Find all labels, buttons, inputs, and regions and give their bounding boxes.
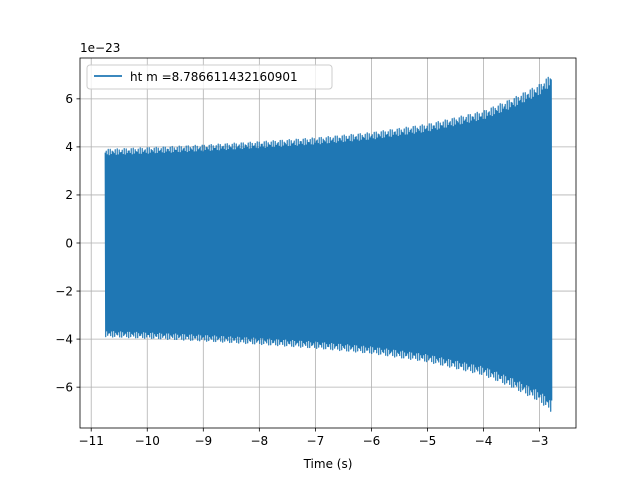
y-tick-label: 0 bbox=[65, 236, 73, 250]
x-tick-label: −9 bbox=[194, 434, 212, 448]
x-tick-label: −3 bbox=[531, 434, 549, 448]
x-tick-label: −10 bbox=[135, 434, 160, 448]
legend-entry: ht m =8.786611432160901 bbox=[130, 70, 298, 84]
x-tick-label: −8 bbox=[250, 434, 268, 448]
x-axis-label: Time (s) bbox=[303, 457, 353, 471]
y-tick-label: −2 bbox=[55, 284, 73, 298]
y-tick-label: 6 bbox=[65, 92, 73, 106]
series-layer bbox=[104, 76, 553, 412]
x-tick-label: −11 bbox=[79, 434, 104, 448]
y-tick-label: 4 bbox=[65, 140, 73, 154]
legend: ht m =8.786611432160901 bbox=[86, 64, 333, 90]
y-offset-label: 1e−23 bbox=[80, 41, 120, 55]
y-tick-label: −4 bbox=[55, 332, 73, 346]
x-tick-label: −7 bbox=[307, 434, 325, 448]
x-tick-label: −4 bbox=[475, 434, 493, 448]
x-tick-label: −6 bbox=[363, 434, 381, 448]
series-line bbox=[104, 76, 553, 412]
y-tick-label: −6 bbox=[55, 380, 73, 394]
y-tick-label: 2 bbox=[65, 188, 73, 202]
legend-box bbox=[86, 64, 333, 90]
x-tick-label: −5 bbox=[419, 434, 437, 448]
ticks: −11 −10 −9 −8 −7 −6 −5 −4 −3 −6 −4 −2 0 2 4 6 bbox=[55, 92, 548, 448]
